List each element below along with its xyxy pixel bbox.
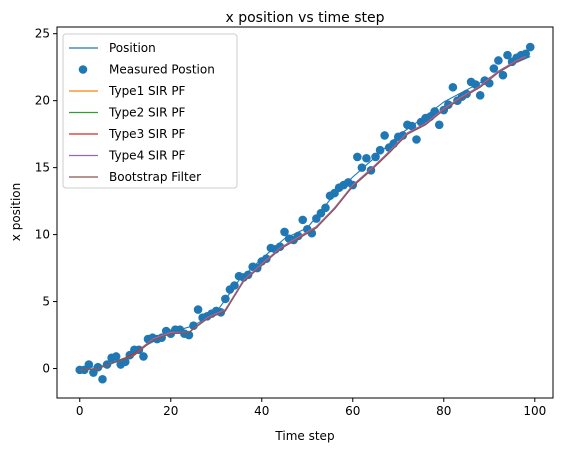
x-axis: 0 20 40 60 80 100 (76, 398, 546, 418)
y-tick-label: 5 (42, 295, 50, 309)
legend-marker (78, 65, 88, 74)
measured-point (280, 227, 289, 237)
x-tick-label: 0 (76, 404, 84, 418)
legend-label: Position (109, 41, 156, 55)
legend: Position Measured Postion Type1 SIR PF Type… (62, 33, 238, 189)
measured-point (139, 352, 148, 361)
x-tick-label: 20 (163, 404, 178, 418)
legend-label: Bootstrap Filter (109, 170, 201, 184)
x-tick-label: 40 (254, 404, 269, 418)
measured-point (98, 374, 107, 384)
legend-label: Type3 SIR PF (108, 127, 186, 141)
legend-label: Measured Postion (109, 63, 215, 77)
y-tick-label: 0 (42, 362, 50, 376)
measured-point (489, 64, 499, 73)
y-tick-label: 25 (35, 27, 50, 41)
y-tick-label: 15 (35, 161, 50, 175)
measured-point (430, 107, 439, 116)
measured-point (412, 135, 421, 144)
x-tick-label: 60 (345, 404, 360, 418)
y-axis-label: x position (9, 183, 23, 241)
measured-point (375, 145, 385, 155)
legend-box (62, 33, 238, 189)
series-line-bootstrap-filter (79, 57, 526, 371)
legend-label: Type2 SIR PF (108, 106, 186, 120)
measured-point (434, 120, 444, 130)
measured-point (448, 82, 458, 92)
measured-point (503, 50, 512, 60)
series-line-position (79, 55, 531, 370)
y-tick-label: 10 (35, 228, 50, 242)
x-tick-label: 100 (523, 404, 546, 418)
y-tick-label: 20 (35, 94, 50, 108)
measured-point (298, 215, 308, 225)
measured-point (498, 70, 508, 80)
measured-point (362, 153, 371, 163)
series-line-type4-sir-pf (79, 55, 526, 371)
measured-point (357, 163, 367, 172)
measured-point (494, 56, 503, 65)
measured-point (193, 305, 203, 314)
measured-point (321, 203, 330, 213)
legend-label: Type4 SIR PF (108, 149, 186, 163)
measured-point (93, 362, 103, 372)
y-axis: 0 5 10 15 20 25 (35, 27, 57, 376)
axes-frame (56, 26, 554, 399)
x-tick-label: 80 (436, 404, 451, 418)
measured-point (111, 352, 121, 361)
x-axis-label: Time step (274, 429, 334, 443)
measured-point (243, 270, 253, 280)
measured-point (521, 49, 530, 59)
series-layer (75, 42, 535, 384)
plot-area (56, 26, 554, 399)
measured-point (475, 91, 485, 100)
legend-label: Type1 SIR PF (108, 84, 186, 98)
measured-point (353, 152, 362, 162)
chart-title: x position vs time step (225, 10, 384, 26)
measured-point (380, 131, 389, 140)
measured-point (525, 42, 535, 52)
